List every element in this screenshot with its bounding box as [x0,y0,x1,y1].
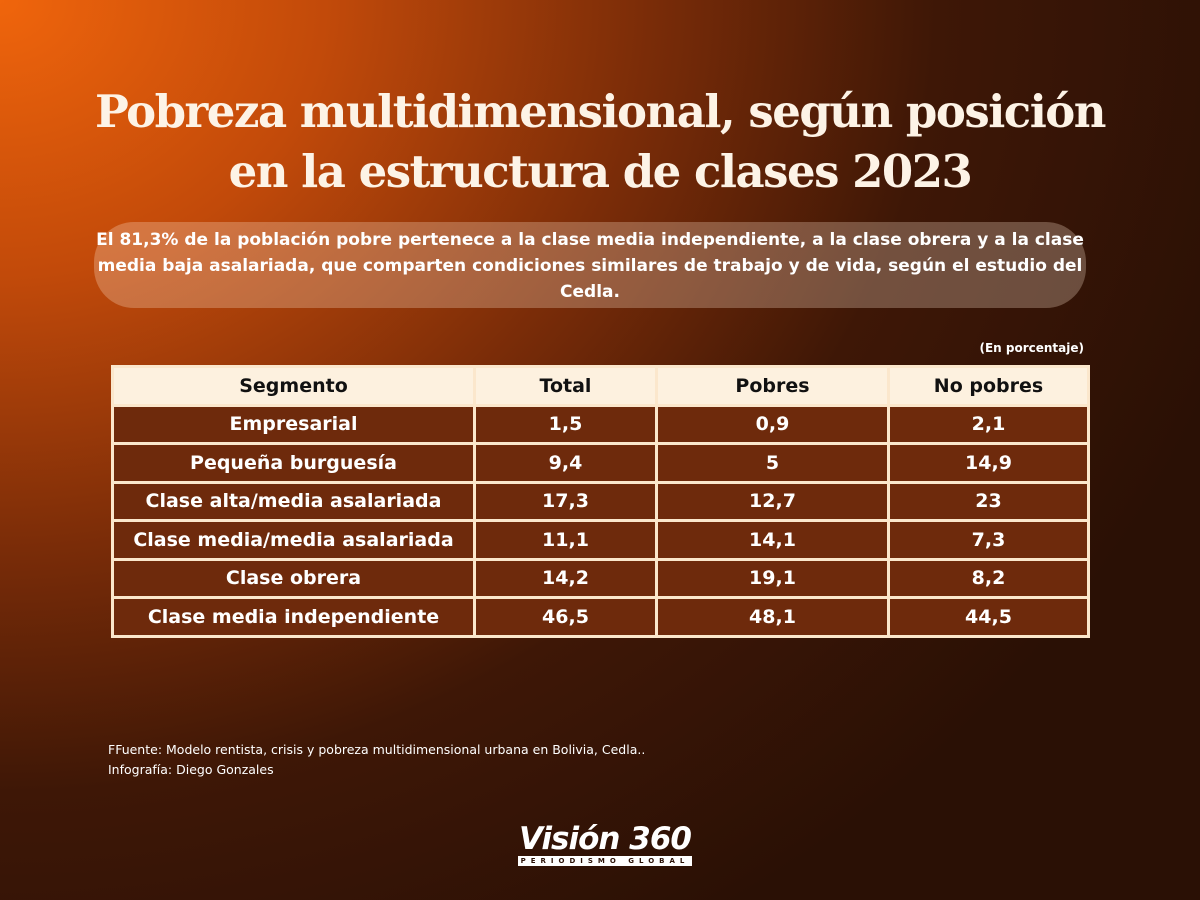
table-header-row: Segmento Total Pobres No pobres [111,365,1090,407]
header-cell: Segmento [111,365,476,407]
table-row: Empresarial 1,5 0,9 2,1 [111,403,1090,445]
value-cell: 8,2 [887,557,1090,599]
value-cell: 11,1 [473,519,658,561]
segment-cell: Empresarial [111,403,476,445]
title-line-1: Pobreza multidimensional, según posición [94,85,1107,138]
segment-cell: Clase obrera [111,557,476,599]
table-row: Clase media/media asalariada 11,1 14,1 7,3 [111,519,1090,561]
table-row: Clase obrera 14,2 19,1 8,2 [111,557,1090,599]
vision360-logo: Visión 360 PERIODISMO GLOBAL [518,822,692,866]
table-row: Pequeña burguesía 9,4 5 14,9 [111,442,1090,484]
segment-cell: Clase media/media asalariada [111,519,476,561]
value-cell: 1,5 [473,403,658,445]
subtitle: El 81,3% de la población pobre pertenece… [94,222,1086,308]
value-cell: 2,1 [887,403,1090,445]
data-table: Segmento Total Pobres No pobres Empresar… [111,365,1090,638]
value-cell: 14,2 [473,557,658,599]
segment-cell: Clase media independiente [111,596,476,638]
value-cell: 7,3 [887,519,1090,561]
value-cell: 23 [887,480,1090,522]
credit-text: Infografía: Diego Gonzales [108,762,274,777]
segment-cell: Clase alta/media asalariada [111,480,476,522]
header-cell: No pobres [887,365,1090,407]
title-line-2: en la estructura de clases 2023 [228,145,973,198]
value-cell: 17,3 [473,480,658,522]
logo-tagline: PERIODISMO GLOBAL [518,856,692,866]
page-title: Pobreza multidimensional, según posición… [0,82,1200,202]
logo-name: Visión 360 [518,821,692,857]
source-text: FFuente: Modelo rentista, crisis y pobre… [108,742,646,757]
value-cell: 46,5 [473,596,658,638]
value-cell: 9,4 [473,442,658,484]
value-cell: 44,5 [887,596,1090,638]
value-cell: 14,1 [655,519,890,561]
value-cell: 12,7 [655,480,890,522]
value-cell: 19,1 [655,557,890,599]
value-cell: 0,9 [655,403,890,445]
segment-cell: Pequeña burguesía [111,442,476,484]
value-cell: 14,9 [887,442,1090,484]
table-row: Clase alta/media asalariada 17,3 12,7 23 [111,480,1090,522]
table-row: Clase media independiente 46,5 48,1 44,5 [111,596,1090,638]
header-cell: Pobres [655,365,890,407]
unit-note: (En porcentaje) [979,341,1084,355]
footer-notes: FFuente: Modelo rentista, crisis y pobre… [108,740,645,780]
value-cell: 48,1 [655,596,890,638]
header-cell: Total [473,365,658,407]
value-cell: 5 [655,442,890,484]
